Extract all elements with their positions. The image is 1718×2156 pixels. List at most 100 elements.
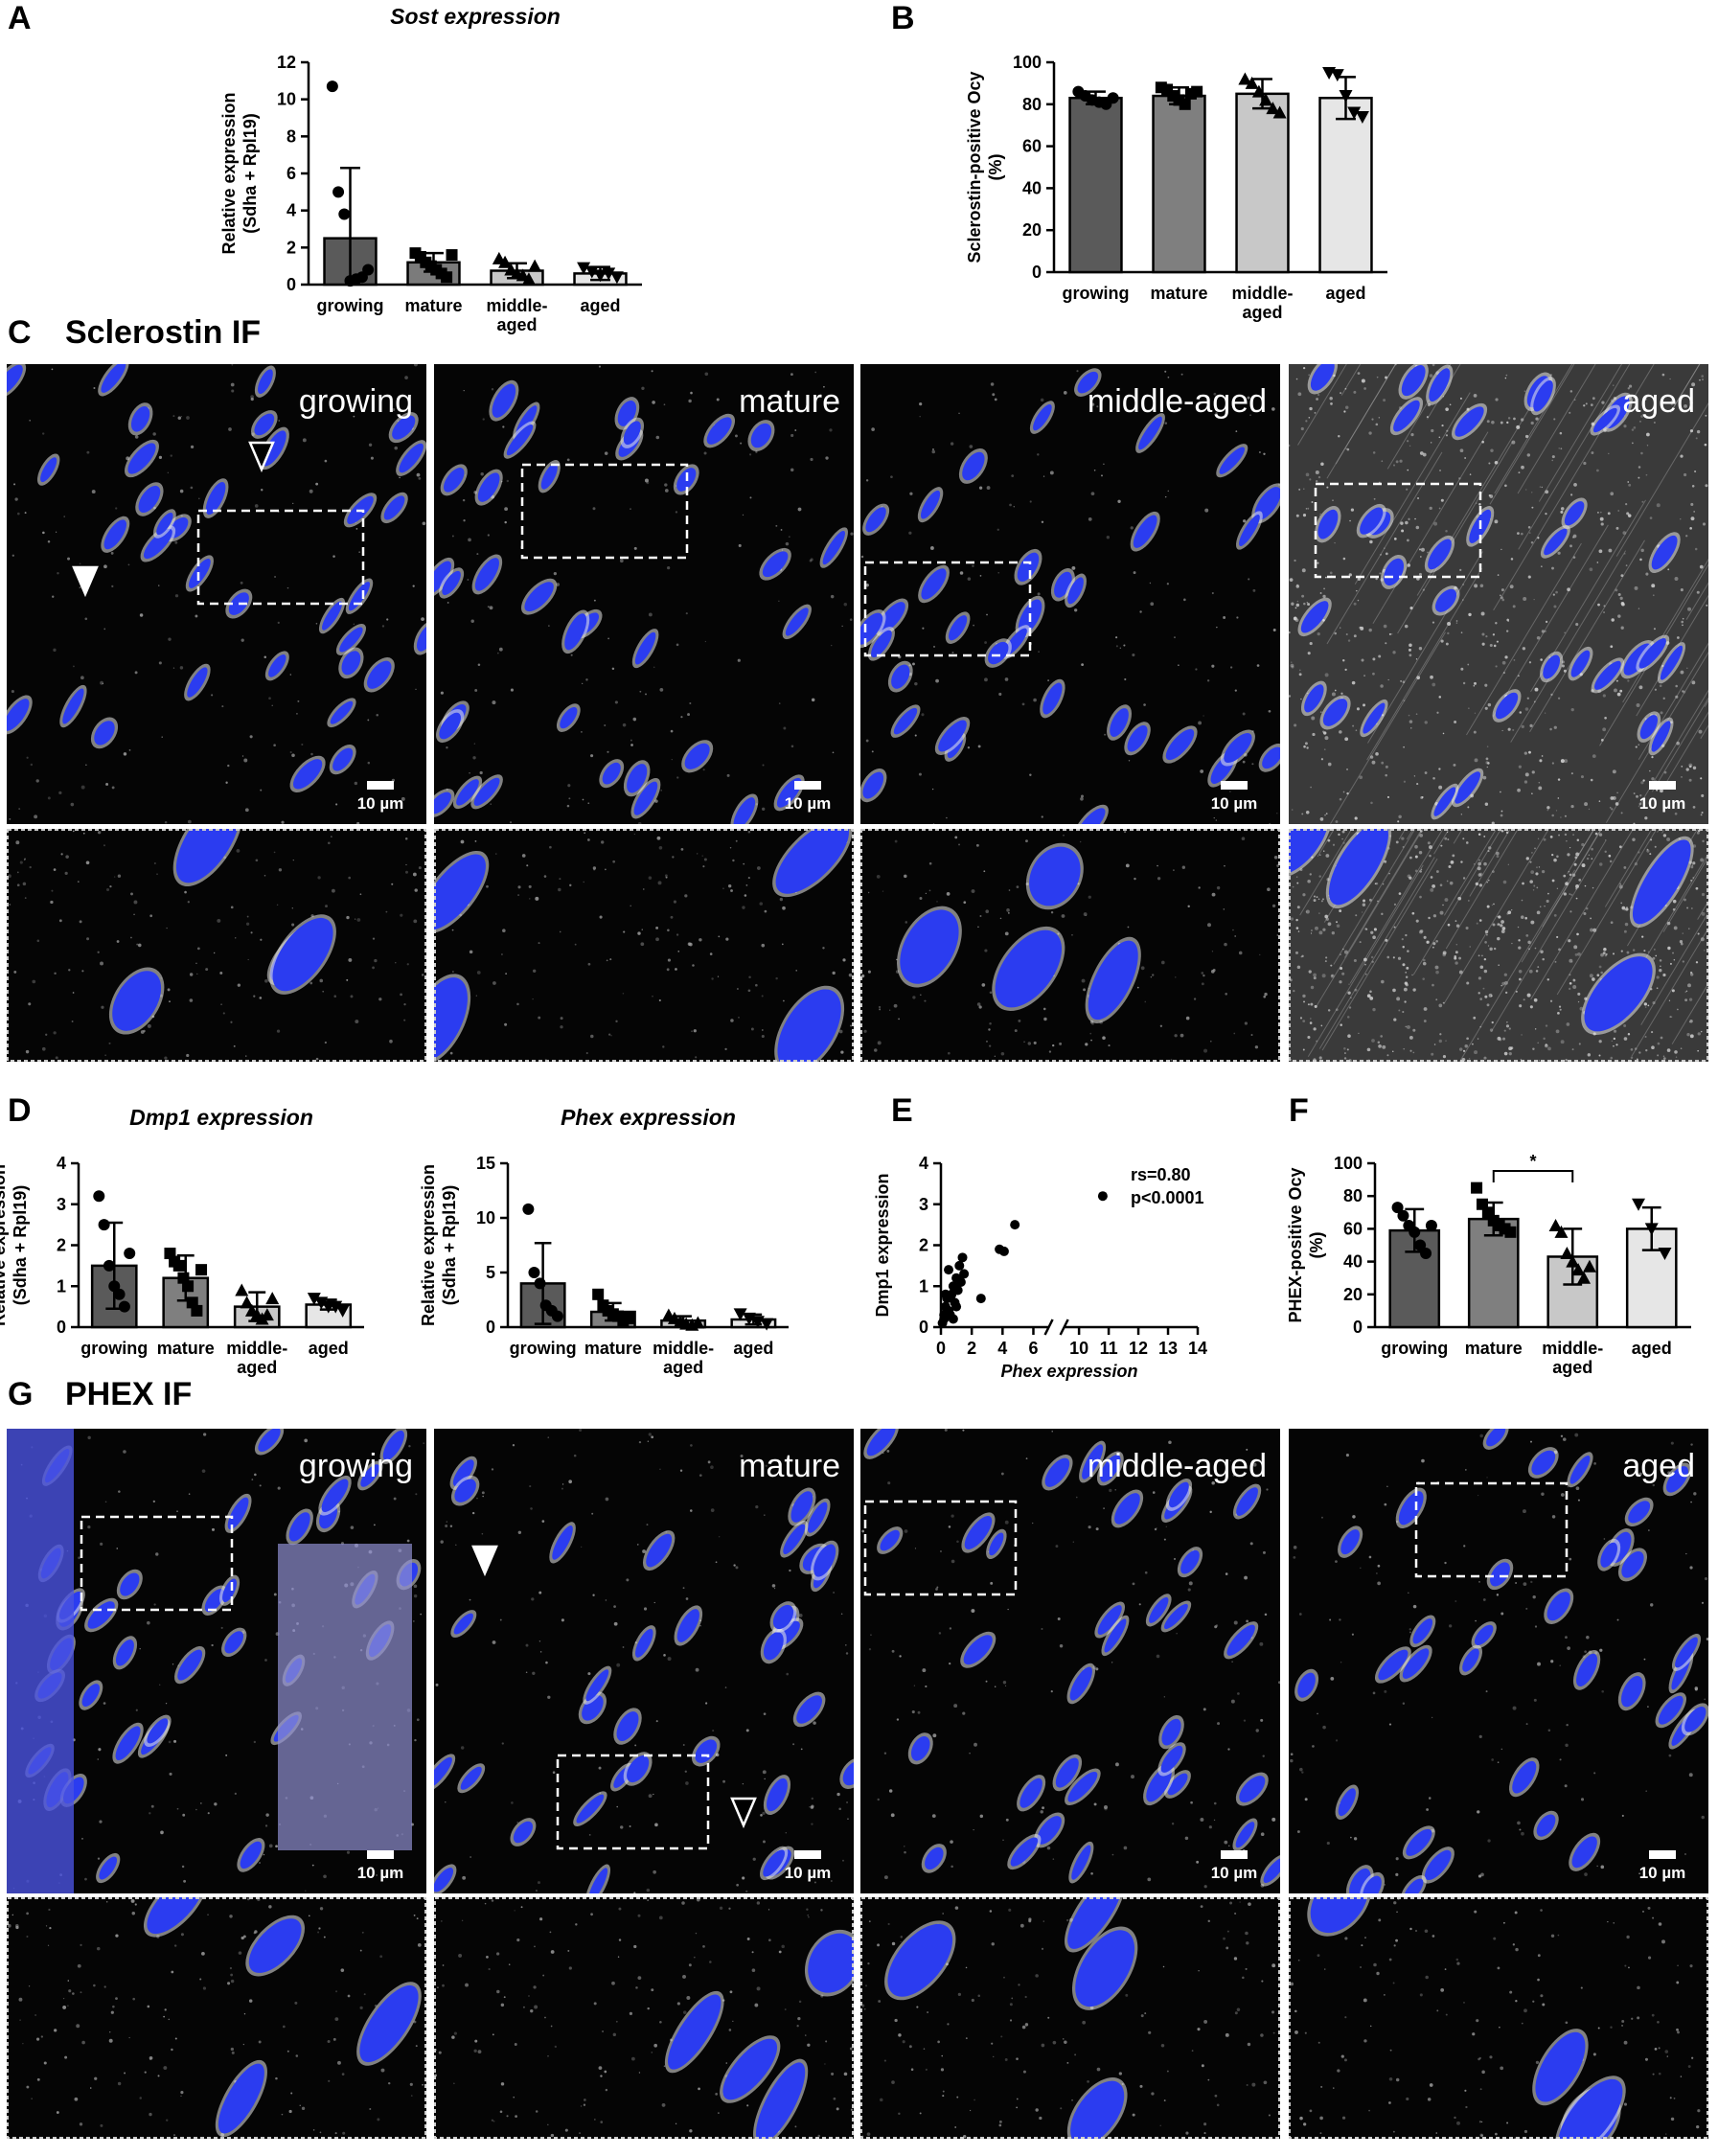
speck bbox=[719, 1906, 723, 1910]
speck bbox=[1298, 673, 1302, 677]
speck bbox=[1429, 506, 1432, 511]
speck bbox=[1350, 508, 1355, 512]
inset-box bbox=[1414, 1481, 1569, 1578]
speck bbox=[1592, 977, 1595, 981]
speck bbox=[1276, 934, 1278, 936]
speck bbox=[183, 1879, 187, 1883]
speck bbox=[100, 680, 103, 685]
speck bbox=[1485, 757, 1489, 761]
cell-nucleus bbox=[1684, 1707, 1707, 1732]
speck bbox=[836, 2107, 839, 2111]
speck bbox=[1488, 462, 1491, 465]
speck bbox=[1586, 857, 1590, 860]
speck bbox=[1592, 886, 1594, 889]
speck bbox=[332, 2037, 336, 2041]
speck bbox=[1256, 664, 1260, 667]
speck bbox=[78, 1556, 80, 1560]
speck bbox=[250, 395, 254, 399]
speck bbox=[1594, 832, 1598, 836]
speck bbox=[1462, 584, 1465, 586]
data-point bbox=[108, 1280, 121, 1293]
speck bbox=[1640, 548, 1644, 553]
speck bbox=[883, 1875, 888, 1880]
speck bbox=[765, 1464, 767, 1467]
speck bbox=[301, 743, 304, 746]
speck bbox=[31, 2098, 33, 2099]
speck bbox=[547, 2054, 549, 2057]
speck bbox=[1375, 577, 1378, 581]
speck bbox=[1363, 703, 1366, 707]
speck bbox=[737, 658, 741, 662]
cell-nucleus bbox=[1138, 416, 1162, 450]
speck bbox=[732, 859, 735, 862]
speck bbox=[1404, 1000, 1407, 1003]
speck bbox=[1478, 2121, 1482, 2123]
speck bbox=[673, 900, 676, 904]
speck bbox=[1500, 814, 1503, 817]
speck bbox=[822, 947, 825, 950]
speck bbox=[1246, 1448, 1248, 1451]
speck bbox=[13, 970, 17, 974]
speck bbox=[767, 1938, 771, 1942]
data-point bbox=[951, 1301, 962, 1312]
speck bbox=[1207, 923, 1211, 928]
speck bbox=[702, 768, 705, 771]
cell-nucleus bbox=[1536, 1814, 1556, 1837]
speck bbox=[1647, 1906, 1651, 1910]
speck bbox=[1492, 870, 1495, 874]
speck bbox=[1482, 987, 1485, 990]
speck bbox=[1506, 421, 1509, 424]
speck bbox=[390, 1870, 395, 1875]
speck bbox=[186, 416, 190, 420]
inset-frame bbox=[434, 829, 854, 1062]
speck bbox=[735, 1566, 739, 1570]
micrograph-content bbox=[1289, 1897, 1708, 2139]
speck bbox=[630, 2056, 635, 2061]
speck bbox=[502, 929, 506, 932]
streak bbox=[1622, 364, 1655, 417]
speck bbox=[1383, 399, 1386, 402]
speck bbox=[773, 1588, 776, 1590]
speck bbox=[742, 1876, 745, 1880]
speck bbox=[230, 1973, 234, 1977]
speck bbox=[158, 661, 162, 665]
speck bbox=[825, 456, 829, 460]
speck bbox=[1500, 1612, 1504, 1616]
speck bbox=[1463, 2002, 1465, 2004]
speck bbox=[641, 386, 645, 390]
speck bbox=[1190, 1800, 1193, 1804]
speck bbox=[1660, 711, 1663, 715]
speck bbox=[1346, 447, 1350, 451]
speck bbox=[1627, 481, 1630, 483]
data-point bbox=[952, 1285, 963, 1296]
speck bbox=[1353, 634, 1357, 638]
speck bbox=[1616, 791, 1618, 794]
speck bbox=[1607, 512, 1611, 516]
speck bbox=[1613, 1922, 1615, 1924]
speck bbox=[147, 1023, 151, 1028]
speck bbox=[1403, 745, 1405, 748]
speck bbox=[1615, 679, 1618, 682]
speck bbox=[1102, 1036, 1106, 1040]
speck bbox=[679, 1469, 683, 1472]
speck bbox=[1203, 2019, 1208, 2024]
speck bbox=[735, 839, 738, 842]
speck bbox=[1620, 574, 1624, 578]
data-point bbox=[191, 1304, 203, 1317]
speck bbox=[861, 1529, 865, 1533]
speck bbox=[190, 445, 195, 449]
speck bbox=[830, 1880, 833, 1882]
speck bbox=[805, 2034, 807, 2036]
speck bbox=[767, 1909, 770, 1911]
speck bbox=[72, 1992, 75, 1995]
speck bbox=[496, 1989, 500, 1994]
cell-nucleus bbox=[258, 369, 273, 395]
speck bbox=[1506, 618, 1509, 622]
speck bbox=[550, 1950, 555, 1954]
speck bbox=[1080, 796, 1084, 801]
data-point bbox=[691, 1316, 705, 1329]
speck bbox=[1541, 869, 1546, 874]
speck bbox=[168, 2018, 171, 2021]
speck bbox=[196, 947, 200, 951]
speck bbox=[1662, 697, 1665, 700]
